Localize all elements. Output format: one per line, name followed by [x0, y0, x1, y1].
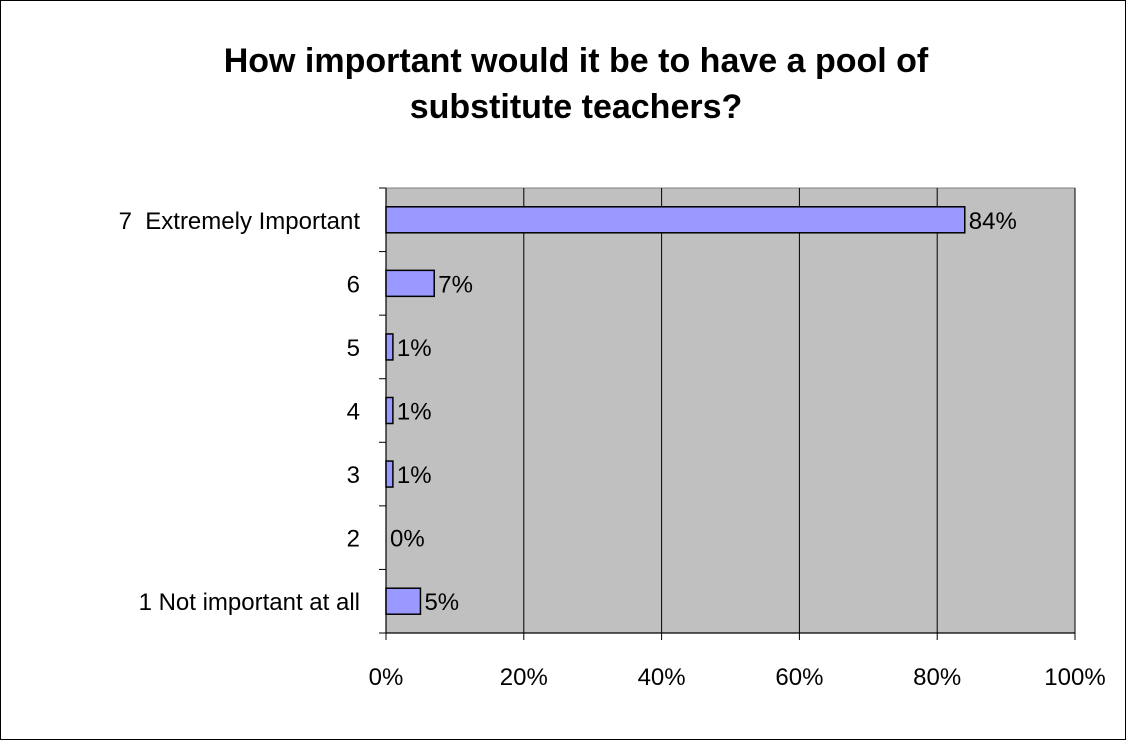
data-label: 5% — [424, 589, 459, 616]
bar — [385, 269, 435, 298]
bar — [385, 206, 966, 234]
bar — [385, 396, 394, 425]
x-tick-label: 80% — [913, 664, 961, 691]
chart-title-line-1: How important would it be to have a pool… — [223, 42, 929, 80]
category-label: 4 — [347, 399, 360, 426]
category-label: 5 — [347, 335, 360, 362]
bar — [385, 333, 394, 361]
category-label: 3 — [347, 462, 360, 489]
x-tick-label: 0% — [369, 664, 404, 691]
data-label: 84% — [969, 208, 1017, 235]
data-label: 1% — [397, 399, 432, 426]
category-label: 2 — [347, 526, 360, 553]
bar — [385, 587, 422, 615]
category-label: 7 Extremely Important — [119, 208, 361, 235]
x-tick-label: 60% — [775, 664, 823, 691]
x-tick-label: 100% — [1044, 664, 1105, 691]
chart-title-line-2: substitute teachers? — [409, 88, 743, 126]
data-label: 7% — [438, 271, 473, 298]
data-label: 1% — [397, 462, 432, 489]
category-label: 6 — [347, 271, 360, 298]
bar — [385, 460, 394, 488]
plot-area — [385, 187, 1076, 634]
x-tick-label: 40% — [638, 664, 686, 691]
data-label: 0% — [390, 526, 425, 553]
chart-title: How important would it be to have a pool… — [0, 38, 1128, 130]
data-label: 1% — [397, 335, 432, 362]
category-label: 1 Not important at all — [139, 589, 360, 616]
x-tick-label: 20% — [500, 664, 548, 691]
